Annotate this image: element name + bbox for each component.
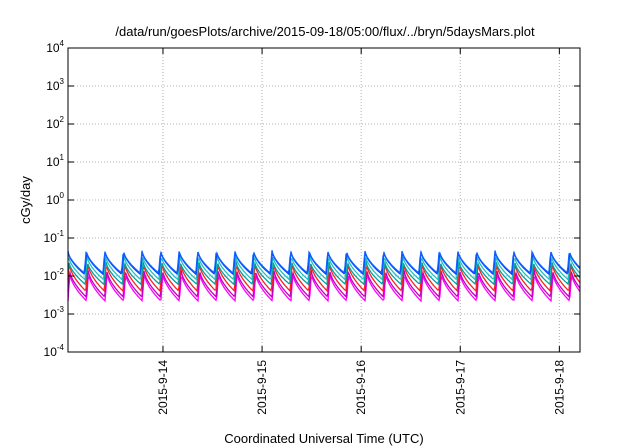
series-line bbox=[67, 260, 581, 286]
y-tick-label: 101 bbox=[46, 153, 64, 169]
y-tick-label: 104 bbox=[46, 39, 64, 55]
x-tick-label: 2015-9-18 bbox=[552, 360, 566, 415]
series-line bbox=[67, 269, 581, 299]
x-tick-label: 2015-9-16 bbox=[354, 360, 368, 415]
grid bbox=[68, 48, 580, 352]
series-line bbox=[67, 249, 581, 275]
x-tick-label: 2015-9-14 bbox=[156, 360, 170, 415]
y-tick-label: 103 bbox=[46, 77, 64, 93]
series-layer bbox=[67, 249, 581, 303]
x-axis: 2015-9-14 2015-9-15 2015-9-16 2015-9-17 2015… bbox=[156, 48, 566, 415]
series-line bbox=[67, 273, 581, 303]
series-line bbox=[67, 263, 581, 293]
series-line bbox=[67, 255, 581, 282]
y-axis-label: cGy/day bbox=[18, 176, 33, 224]
y-tick-label: 10-1 bbox=[44, 229, 65, 245]
y-tick-label: 10-2 bbox=[44, 267, 65, 283]
y-tick-label: 102 bbox=[46, 115, 64, 131]
chart-title: /data/run/goesPlots/archive/2015-09-18/0… bbox=[115, 24, 535, 39]
x-tick-label: 2015-9-15 bbox=[255, 360, 269, 415]
y-tick-label: 10-3 bbox=[44, 305, 65, 321]
y-tick-label: 100 bbox=[46, 191, 64, 207]
x-axis-label: Coordinated Universal Time (UTC) bbox=[224, 431, 423, 446]
y-axis: 10-4 10-3 10-2 10-1 100 101 102 103 104 bbox=[44, 39, 580, 359]
y-tick-label: 10-4 bbox=[44, 343, 65, 359]
x-tick-label: 2015-9-17 bbox=[453, 360, 467, 415]
